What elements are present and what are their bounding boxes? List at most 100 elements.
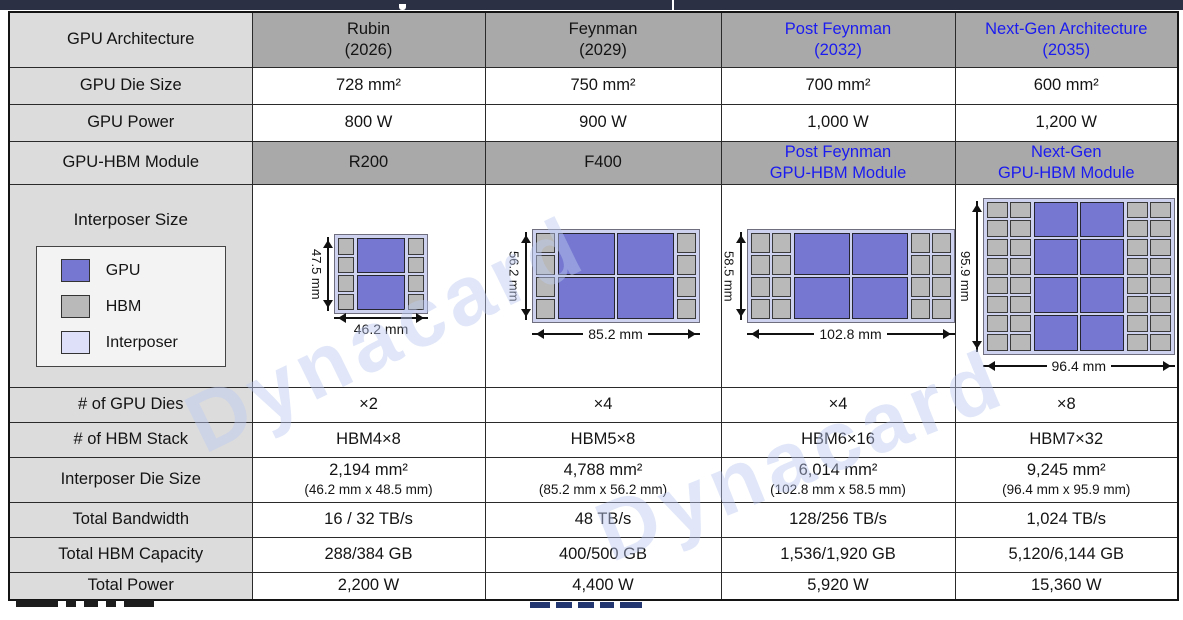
vertical-dimension-arrow [520, 232, 531, 320]
hbm-die [1009, 239, 1031, 257]
feynman-module-diagram: 56.2 mm 85.2 mm [507, 229, 700, 342]
gpu-die [557, 277, 615, 319]
module-name-line2: GPU-HBM Module [769, 163, 907, 182]
area-value: 4,788 mm² [563, 461, 643, 480]
hbm-stack-grid [1126, 201, 1171, 351]
row-label-interposer-die-size: Interposer Die Size [8, 456, 253, 503]
hbm-stack-grid [535, 233, 555, 319]
row-total-bandwidth: Total Bandwidth 16 / 32 TB/s 48 TB/s 128… [8, 501, 1179, 538]
interposer-size-title: Interposer Size [73, 210, 188, 229]
module-name: Post Feynman [784, 142, 892, 161]
cell-module-rubin: R200 [251, 140, 486, 185]
horizontal-dimension-arrow [746, 329, 815, 339]
hbm-die [910, 233, 930, 253]
gpu-die [1033, 314, 1078, 351]
module-name: F400 [584, 153, 622, 172]
cell-total-power-rubin: 2,200 W [251, 571, 486, 601]
gpu-die [1033, 239, 1078, 275]
cell-interposer-diagram-feynman: 56.2 mm 85.2 mm [484, 183, 722, 388]
row-num-gpu-dies: # of GPU Dies ×2 ×4 ×4 ×8 [8, 386, 1179, 423]
dimensions-value: (102.8 mm x 58.5 mm) [770, 481, 906, 497]
hbm-die [986, 220, 1008, 238]
area-value: 9,245 mm² [1026, 461, 1106, 480]
gpu-die-grid [557, 233, 674, 319]
cell-interposer-diagram-next-gen: 95.9 mm 96.4 mm [954, 183, 1179, 388]
row-label-num-gpu-dies: # of GPU Dies [8, 386, 253, 423]
hbm-die [1126, 201, 1148, 219]
horizontal-dimension: 46.2 mm [334, 313, 428, 337]
gpu-die [1033, 201, 1078, 238]
hbm-stack-grid [986, 201, 1031, 351]
height-dimension-label: 56.2 mm [506, 250, 522, 302]
horizontal-dimension: 85.2 mm [531, 326, 700, 342]
vertical-dimension: 58.5 mm [722, 229, 746, 323]
architecture-year: (2032) [814, 40, 862, 59]
cell-die-size-rubin: 728 mm² [251, 66, 486, 105]
vertical-dimension-arrow [323, 237, 333, 311]
gpu-die [793, 233, 850, 275]
hbm-die [771, 255, 791, 275]
hbm-die [1126, 239, 1148, 257]
row-label-gpu-die-size: GPU Die Size [8, 66, 253, 105]
vertical-dimension: 95.9 mm [958, 198, 982, 355]
module-floorplan [982, 197, 1175, 355]
row-label-total-bandwidth: Total Bandwidth [8, 501, 253, 538]
letter-fragment [106, 600, 116, 607]
gpu-die [851, 233, 908, 275]
module-legend: GPU HBM Interposer [35, 246, 226, 367]
hbm-die [750, 299, 770, 319]
architecture-year: (2026) [344, 40, 393, 59]
vertical-dimension: 47.5 mm [309, 234, 333, 314]
hbm-die [750, 255, 770, 275]
cell-gpu-dies-post-feynman: ×4 [720, 386, 956, 423]
module-name-line2: GPU-HBM Module [997, 163, 1135, 182]
hbm-stack-grid [910, 233, 951, 319]
gpu-die [357, 238, 405, 273]
legend-item-interposer: Interposer [47, 331, 215, 354]
row-total-hbm-capacity: Total HBM Capacity 288/384 GB 400/500 GB… [8, 536, 1179, 573]
cell-capacity-next-gen: 5,120/6,144 GB [954, 536, 1179, 573]
row-interposer-die-size: Interposer Die Size 2,194 mm² (46.2 mm x… [8, 456, 1179, 503]
cell-interposer-diagram-rubin: 47.5 mm 46.2 mm [251, 183, 486, 388]
cell-capacity-rubin: 288/384 GB [251, 536, 486, 573]
gpu-die-grid [793, 233, 908, 319]
row-label-gpu-architecture: GPU Architecture [8, 11, 253, 68]
gpu-die-grid [1033, 201, 1124, 351]
hbm-die [676, 299, 696, 319]
cell-gpu-power-next-gen: 1,200 W [954, 103, 1179, 142]
hbm-die [338, 275, 354, 292]
row-num-hbm-stack: # of HBM Stack HBM4×8 HBM5×8 HBM6×16 HBM… [8, 421, 1179, 458]
cell-hbm-stack-post-feynman: HBM6×16 [720, 421, 956, 458]
cell-total-power-next-gen: 15,360 W [954, 571, 1179, 601]
cell-hbm-stack-rubin: HBM4×8 [251, 421, 486, 458]
hbm-die [986, 201, 1008, 219]
col-header-rubin: Rubin (2026) [251, 11, 486, 68]
gpu-die [616, 233, 674, 275]
horizontal-dimension-arrow [334, 313, 381, 323]
hbm-die [535, 277, 555, 297]
hbm-die [931, 255, 951, 275]
horizontal-dimension: 102.8 mm [746, 326, 954, 342]
hbm-die [338, 238, 354, 255]
cell-module-next-gen: Next-Gen GPU-HBM Module [954, 140, 1179, 185]
hbm-die [750, 277, 770, 297]
width-dimension-label: 46.2 mm [353, 321, 409, 337]
cell-gpu-power-post-feynman: 1,000 W [720, 103, 956, 142]
horizontal-dimension-arrow [1110, 360, 1175, 371]
hbm-die [771, 277, 791, 297]
hbm-die [1149, 333, 1171, 351]
module-floorplan [334, 234, 428, 314]
gpu-color-swatch [60, 259, 90, 282]
height-dimension-label: 47.5 mm [309, 248, 324, 300]
gpu-die [1079, 277, 1124, 313]
cell-interposer-die-size-next-gen: 9,245 mm² (96.4 mm x 95.9 mm) [954, 456, 1179, 503]
hbm-die [1149, 258, 1171, 275]
hbm-die [1126, 277, 1148, 294]
cell-capacity-feynman: 400/500 GB [484, 536, 722, 573]
legend-label: HBM [105, 297, 142, 315]
hbm-die [1149, 239, 1171, 257]
hbm-die [338, 256, 354, 273]
interposer-color-swatch [60, 331, 90, 354]
hbm-die [1149, 295, 1171, 313]
next-gen-module-diagram: 95.9 mm 96.4 mm [958, 197, 1175, 374]
